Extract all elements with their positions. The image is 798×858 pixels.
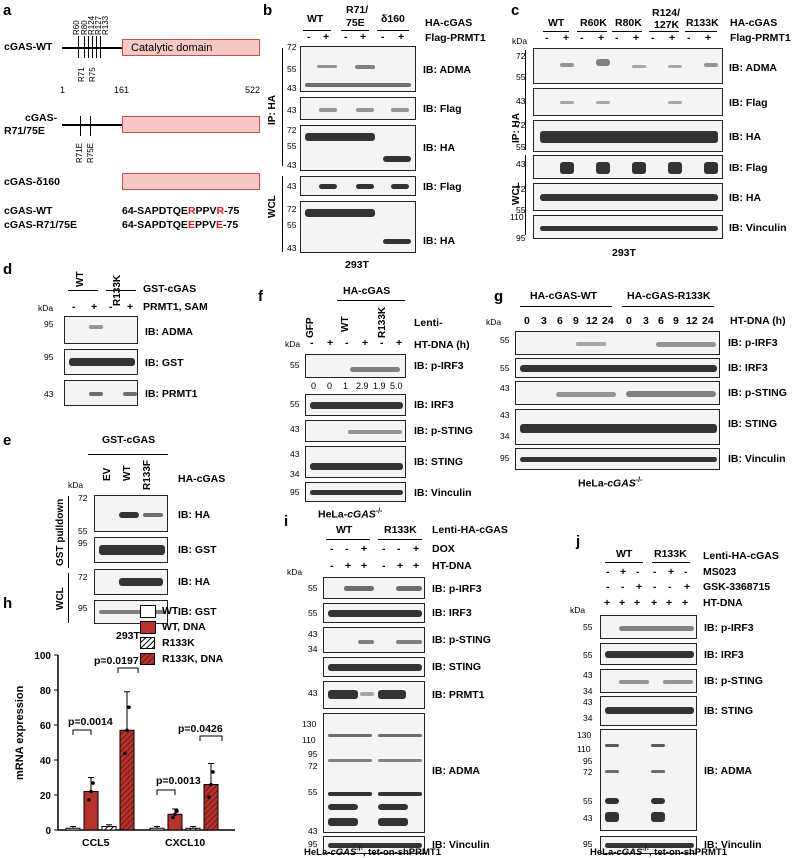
pval-cxcl10-wt: p=0.0013: [156, 775, 201, 787]
legend-swatch-r133k: [140, 637, 155, 649]
c-blot-vinculin: [533, 215, 723, 239]
pval-cxcl10-mut: p=0.0426: [178, 723, 223, 735]
data-point: [89, 789, 93, 794]
data-point: [87, 798, 91, 802]
y-tick-label: 80: [40, 686, 52, 697]
panel-letter-e: e: [3, 432, 12, 449]
data-point: [207, 795, 211, 799]
b-blot-ha: [300, 125, 416, 171]
panel-letter-d: d: [3, 261, 13, 278]
site-r75e: R75E: [86, 142, 95, 163]
bar-cxcl10-2: [185, 827, 201, 831]
y-tick-label: 0: [45, 826, 51, 837]
c-blot-wcl-flag: [533, 155, 723, 179]
catalytic-domain-box-d160: [122, 173, 260, 190]
seq-label-wt: cGAS-WT: [4, 205, 53, 217]
b-col-d160: δ160: [381, 13, 405, 25]
b-footer: 293T: [345, 259, 369, 271]
row-label-wt: cGAS-WT: [4, 41, 53, 53]
panel-letter-i: i: [284, 513, 289, 530]
catalytic-domain-box-mut: [122, 116, 260, 133]
y-tick-label: 20: [40, 791, 52, 802]
pos-1: 1: [60, 85, 66, 95]
panel-letter-f: f: [258, 288, 263, 305]
bracket-ccl5-wt: [72, 729, 92, 735]
panel-letter-c: c: [511, 2, 520, 19]
bar-ccl5-3: [119, 729, 135, 831]
pos-161: 161: [114, 85, 130, 95]
legend-swatch-wt: [140, 605, 156, 618]
row-label-mut-2: R71/75E: [4, 125, 45, 137]
b-side-ip: IP: HA: [267, 95, 278, 125]
category-label-ccl5: CCL5: [82, 837, 110, 849]
data-point: [175, 809, 179, 813]
b-blot-flag: [300, 97, 416, 120]
data-point: [171, 815, 175, 820]
c-blot-adma: [533, 48, 723, 84]
site-r71: R71: [77, 67, 86, 82]
data-point: [209, 782, 213, 787]
seq-wt: 64-SAPDTQERPPVR-75: [122, 205, 240, 217]
pval-ccl5-wt: p=0.0014: [68, 716, 113, 728]
b-side-wcl: WCL: [267, 195, 278, 218]
panel-letter-g: g: [494, 288, 504, 305]
bar-ccl5-0: [65, 827, 81, 831]
panel-letter-j: j: [576, 533, 581, 550]
data-point: [173, 812, 177, 817]
data-point: [211, 770, 215, 774]
data-point: [91, 781, 95, 785]
c-blot-wcl-ha: [533, 183, 723, 211]
c-blot-ha: [533, 120, 723, 152]
b-blot-adma: [300, 46, 416, 92]
c-blot-flag: [533, 88, 723, 116]
site-r71e: R71E: [75, 142, 84, 163]
b-blot-wcl-ha: [300, 201, 416, 253]
y-tick-label: 100: [34, 651, 51, 662]
catalytic-domain-label: Catalytic domain: [131, 42, 213, 54]
seq-mut: 64-SAPDTQEEPPVE-75: [122, 219, 239, 231]
seq-label-mut: cGAS-R71/75E: [4, 219, 77, 231]
g-footer: HeLa-cGAS-/-: [578, 477, 643, 490]
site-r75: R75: [88, 67, 97, 82]
catalytic-domain-box: [122, 39, 260, 56]
legend-swatch-r133k-dna: [140, 653, 155, 665]
b-row-hacgas: HA-cGAS: [425, 17, 473, 29]
site-r133: R133: [101, 15, 110, 35]
bar-ccl5-1: [83, 791, 99, 831]
panel-letter-h: h: [3, 595, 13, 612]
bracket-cxcl10-mut: [199, 735, 223, 741]
cgas-mut-nterm-line: [62, 124, 122, 126]
row-label-d160: cGAS-δ160: [4, 176, 60, 188]
b-col-r71b: 75E: [346, 17, 365, 29]
b-col-r71a: R71/: [346, 4, 369, 16]
bar-chart: 0 20 40 60 80 100: [34, 651, 235, 837]
bracket-ccl5-mut: [117, 667, 139, 673]
panel-letter-b: b: [263, 2, 273, 19]
data-point: [125, 728, 129, 733]
b-blot-wcl-flag: [300, 176, 416, 196]
legend-swatch-wt-dna: [140, 621, 156, 634]
pval-ccl5-mut: p=0.0197: [94, 655, 139, 667]
bar-cxcl10-1: [167, 813, 183, 831]
f-footer: HeLa-cGAS-/-: [318, 508, 383, 521]
y-tick-label: 40: [40, 756, 52, 767]
data-point: [123, 751, 127, 756]
bar-cxcl10-3: [203, 784, 219, 831]
bar-ccl5-2: [101, 826, 117, 831]
b-row-flagprmt1: Flag-PRMT1: [425, 32, 486, 44]
j-footer: HeLa-cGAS-/-, tet-on-shPRMT1: [590, 846, 727, 858]
y-tick-label: 60: [40, 721, 52, 732]
panel-letter-a: a: [3, 2, 12, 19]
pos-522: 522: [245, 85, 261, 95]
bracket-cxcl10-wt: [156, 789, 176, 795]
i-footer: HeLa-cGAS-/-, tet-on-shPRMT1: [304, 846, 441, 858]
category-label-cxcl10: CXCL10: [165, 837, 206, 849]
row-label-mut-1: cGAS-: [25, 112, 58, 124]
data-point: [127, 705, 131, 709]
b-col-wt: WT: [307, 13, 324, 25]
bar-cxcl10-0: [149, 827, 165, 831]
